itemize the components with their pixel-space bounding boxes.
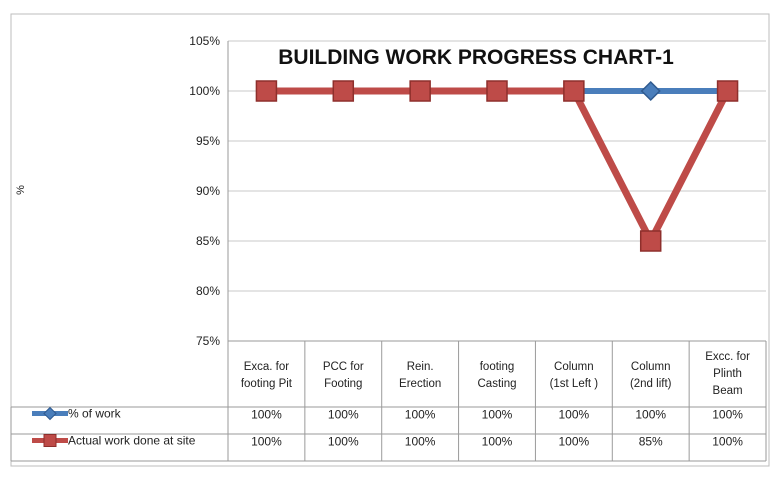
chart-title: BUILDING WORK PROGRESS CHART-1 bbox=[278, 46, 674, 69]
data-point bbox=[332, 80, 355, 102]
x-tick-label: (1st Left ) bbox=[550, 378, 599, 390]
x-tick-label: Rein. bbox=[407, 361, 434, 373]
x-tick-label: Footing bbox=[324, 378, 362, 390]
data-label: 100% bbox=[559, 408, 590, 422]
data-point bbox=[563, 80, 585, 102]
x-tick-label: footing Pit bbox=[241, 378, 293, 390]
data-label: 100% bbox=[482, 435, 513, 449]
x-tick-label: Erection bbox=[399, 378, 441, 390]
x-tick-label: Plinth bbox=[713, 368, 742, 380]
data-label: 100% bbox=[405, 408, 436, 422]
legend-key-marker bbox=[43, 406, 57, 421]
x-tick-label: Column bbox=[554, 361, 594, 373]
data-point bbox=[716, 80, 739, 102]
data-label: 100% bbox=[328, 435, 359, 449]
y-tick-labels: 75% 80% 85% 90% 95% 100% 105% bbox=[189, 34, 220, 348]
y-tick-label: 90% bbox=[196, 184, 220, 198]
y-tick-label: 105% bbox=[189, 34, 220, 48]
x-tick-label: Column bbox=[631, 361, 671, 373]
data-label: 100% bbox=[559, 435, 590, 449]
y-tick-label: 100% bbox=[189, 84, 220, 98]
legend-label: Actual work done at site bbox=[68, 434, 196, 448]
data-label: 100% bbox=[251, 435, 282, 449]
data-point bbox=[486, 80, 508, 102]
x-tick-label: Exca. for bbox=[244, 361, 290, 373]
data-point bbox=[640, 80, 661, 102]
x-tick-label: Casting bbox=[478, 378, 517, 390]
x-tick-label: (2nd lift) bbox=[630, 378, 672, 390]
x-tick-label: Beam bbox=[713, 385, 743, 397]
data-label: 85% bbox=[639, 435, 663, 449]
data-label: 100% bbox=[712, 435, 743, 449]
data-label: 100% bbox=[635, 408, 666, 422]
y-tick-label: 95% bbox=[196, 134, 220, 148]
y-tick-label: 75% bbox=[196, 334, 220, 348]
data-label: 100% bbox=[482, 408, 513, 422]
data-point bbox=[639, 230, 662, 252]
legend-key-marker bbox=[43, 434, 57, 447]
x-tick-label: Excc. for bbox=[705, 351, 750, 363]
y-tick-label: 85% bbox=[196, 234, 220, 248]
data-point bbox=[409, 80, 431, 102]
x-tick-label: PCC for bbox=[323, 361, 364, 373]
series-lines bbox=[255, 80, 739, 252]
data-label: 100% bbox=[251, 408, 282, 422]
y-tick-label: 80% bbox=[196, 284, 220, 298]
data-label: 100% bbox=[405, 435, 436, 449]
data-label: 100% bbox=[328, 408, 359, 422]
data-label: 100% bbox=[712, 408, 743, 422]
data-table: Exca. for footing Pit PCC for Footing Rein. E… bbox=[10, 41, 767, 462]
x-tick-label: footing bbox=[480, 361, 515, 373]
y-axis-label: % bbox=[15, 185, 27, 195]
legend-label: % of work bbox=[68, 407, 122, 421]
data-point bbox=[255, 80, 278, 102]
